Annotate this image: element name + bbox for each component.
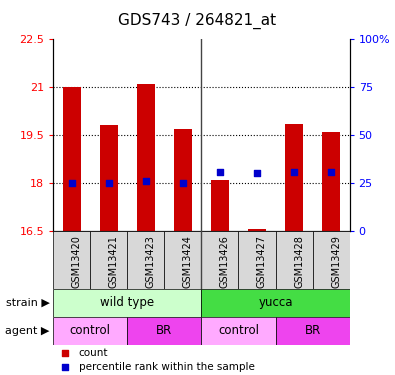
Bar [127,231,164,289]
Bar [62,87,81,231]
Point [328,169,334,175]
Bar [127,317,201,345]
Text: GSM13426: GSM13426 [220,235,230,288]
Bar [211,180,229,231]
Text: GDS743 / 264821_at: GDS743 / 264821_at [118,13,276,29]
Point [180,180,186,186]
Bar [164,231,201,289]
Text: GSM13429: GSM13429 [331,235,341,288]
Point [69,180,75,186]
Bar [285,124,303,231]
Bar [276,317,350,345]
Text: agent ▶: agent ▶ [5,326,49,336]
Text: GSM13428: GSM13428 [294,235,304,288]
Bar [53,317,127,345]
Bar [239,231,276,289]
Bar [53,231,90,289]
Point [143,178,149,184]
Text: GSM13420: GSM13420 [72,235,82,288]
Point [217,169,223,175]
Bar [137,84,155,231]
Text: control: control [70,324,111,338]
Bar [100,125,118,231]
Text: GSM13421: GSM13421 [109,235,119,288]
Bar [53,289,201,317]
Point [254,170,260,176]
Bar [174,129,192,231]
Bar [276,231,312,289]
Text: control: control [218,324,259,338]
Text: GSM13423: GSM13423 [146,235,156,288]
Bar [201,289,350,317]
Text: BR: BR [305,324,321,338]
Text: GSM13424: GSM13424 [183,235,193,288]
Point [291,169,297,175]
Bar [90,231,127,289]
Text: BR: BR [156,324,173,338]
Text: count: count [79,348,108,358]
Bar [201,317,276,345]
Point [62,350,68,356]
Point [106,180,112,186]
Bar [322,132,340,231]
Bar [248,229,266,231]
Text: percentile rank within the sample: percentile rank within the sample [79,362,254,372]
Text: yucca: yucca [258,296,293,309]
Text: wild type: wild type [100,296,154,309]
Text: strain ▶: strain ▶ [6,298,49,308]
Text: GSM13427: GSM13427 [257,235,267,288]
Point [62,364,68,370]
Bar [312,231,350,289]
Bar [201,231,239,289]
